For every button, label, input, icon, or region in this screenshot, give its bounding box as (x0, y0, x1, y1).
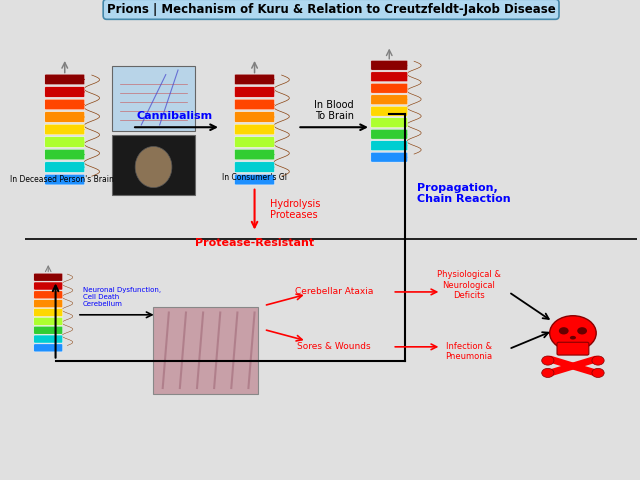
Circle shape (541, 356, 554, 365)
FancyBboxPatch shape (34, 317, 63, 325)
FancyBboxPatch shape (34, 282, 63, 290)
FancyBboxPatch shape (371, 129, 408, 139)
Title: Prions | Mechanism of Kuru & Relation to Creutzfeldt-Jakob Disease: Prions | Mechanism of Kuru & Relation to… (107, 3, 556, 16)
FancyBboxPatch shape (371, 72, 408, 82)
FancyBboxPatch shape (371, 152, 408, 162)
FancyBboxPatch shape (235, 162, 275, 172)
Circle shape (592, 356, 604, 365)
FancyBboxPatch shape (371, 118, 408, 128)
Circle shape (550, 316, 596, 350)
FancyBboxPatch shape (235, 74, 275, 84)
Text: Sores & Wounds: Sores & Wounds (298, 342, 371, 351)
FancyBboxPatch shape (34, 326, 63, 334)
FancyBboxPatch shape (45, 112, 84, 122)
FancyBboxPatch shape (235, 99, 275, 110)
Text: Propagation,
Chain Reaction: Propagation, Chain Reaction (417, 183, 511, 204)
FancyBboxPatch shape (235, 149, 275, 160)
FancyBboxPatch shape (34, 273, 63, 281)
Ellipse shape (559, 327, 569, 335)
FancyBboxPatch shape (45, 74, 84, 84)
Text: Cerebellar Ataxia: Cerebellar Ataxia (295, 288, 373, 297)
FancyBboxPatch shape (45, 99, 84, 110)
FancyBboxPatch shape (371, 60, 408, 70)
FancyBboxPatch shape (34, 335, 63, 343)
FancyBboxPatch shape (45, 124, 84, 135)
FancyBboxPatch shape (112, 66, 195, 131)
FancyBboxPatch shape (45, 162, 84, 172)
Text: Neuronal Dysfunction,
Cell Death
Cerebellum: Neuronal Dysfunction, Cell Death Cerebel… (83, 287, 161, 307)
FancyBboxPatch shape (371, 95, 408, 105)
FancyBboxPatch shape (153, 307, 258, 394)
FancyBboxPatch shape (235, 174, 275, 185)
Text: In Blood
To Brain: In Blood To Brain (314, 100, 354, 121)
FancyBboxPatch shape (34, 291, 63, 299)
Ellipse shape (577, 327, 587, 335)
FancyBboxPatch shape (371, 106, 408, 116)
Ellipse shape (135, 146, 172, 188)
FancyBboxPatch shape (235, 137, 275, 147)
Text: Cannibalism: Cannibalism (137, 111, 213, 121)
Text: Hydrolysis
Proteases: Hydrolysis Proteases (270, 199, 320, 220)
FancyBboxPatch shape (45, 87, 84, 97)
FancyBboxPatch shape (45, 137, 84, 147)
FancyBboxPatch shape (235, 112, 275, 122)
FancyBboxPatch shape (557, 342, 589, 355)
FancyBboxPatch shape (34, 344, 63, 352)
FancyBboxPatch shape (34, 300, 63, 308)
FancyBboxPatch shape (45, 174, 84, 185)
FancyBboxPatch shape (112, 135, 195, 195)
Circle shape (592, 368, 604, 377)
FancyBboxPatch shape (371, 141, 408, 151)
FancyBboxPatch shape (235, 124, 275, 135)
FancyBboxPatch shape (45, 149, 84, 160)
Circle shape (541, 368, 554, 377)
Text: Protease-Resistant: Protease-Resistant (195, 239, 314, 249)
FancyBboxPatch shape (371, 84, 408, 93)
FancyBboxPatch shape (235, 87, 275, 97)
FancyBboxPatch shape (34, 309, 63, 316)
Text: In Deceased Person's Brain: In Deceased Person's Brain (10, 175, 114, 184)
Text: Infection &
Pneumonia: Infection & Pneumonia (445, 342, 492, 361)
Text: In Consumer's GI: In Consumer's GI (222, 173, 287, 182)
Ellipse shape (570, 336, 576, 339)
Text: Physiological &
Neurological
Deficits: Physiological & Neurological Deficits (437, 270, 500, 300)
